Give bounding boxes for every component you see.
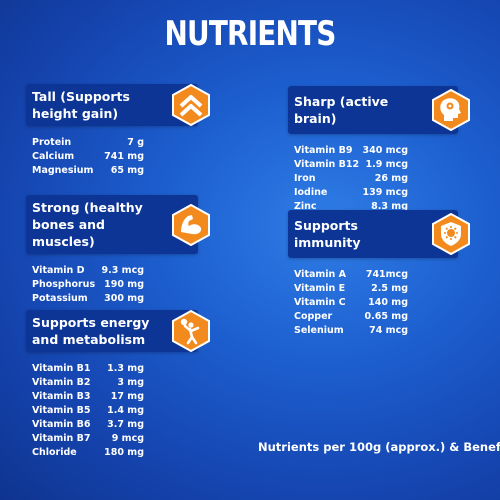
nutrient-list: Vitamin B9 340 mcg Vitamin B12 1.9 mcg Iro… [288,144,408,214]
nutrient-list: Vitamin A 741mcg Vitamin E 2.5 mg Vitamin … [288,268,408,338]
nutrient-row: Iodine 139 mcg [294,187,408,198]
player-ball-icon [172,310,210,352]
card-header: Strong (healthy bones and muscles) [26,195,210,254]
card-title: Tall (Supports height gain) [32,89,130,121]
head-brain-icon [432,89,470,131]
nutrient-row: Phosphorus 190 mg [32,279,144,290]
page-title: NUTRIENTS [164,14,337,54]
nutrient-row: Vitamin B7 9 mcg [32,433,144,444]
card-title: Sharp (active brain) [294,94,389,126]
nutrient-row: Vitamin B9 340 mcg [294,145,408,156]
nutrient-row: Vitamin B12 1.9 mcg [294,159,408,170]
immunity-shield-icon [432,213,470,255]
nutrient-row: Potassium 300 mg [32,293,144,304]
card-header: Tall (Supports height gain) [26,84,210,126]
footer-note: Nutrients per 100g (approx.) & Benefits [258,440,500,454]
card-energy: Supports energy and metabolism Vitamin B… [26,310,210,460]
nutrient-row: Vitamin B5 1.4 mg [32,405,144,416]
nutrient-row: Vitamin B1 1.3 mg [32,363,144,374]
nutrient-row: Vitamin B3 17 mg [32,391,144,402]
card-title: Supports energy and metabolism [32,315,150,347]
nutrient-row: Vitamin D 9.3 mcg [32,265,144,276]
chevron-up-icon [172,84,210,126]
nutrient-row: Copper 0.65 mg [294,311,408,322]
nutrient-row: Vitamin A 741mcg [294,269,408,280]
card-header: Sharp (active brain) [288,86,470,134]
nutrient-list: Vitamin D 9.3 mcg Phosphorus 190 mg Potass… [26,264,144,306]
card-header: Supports immunity [288,210,470,258]
nutrient-row: Selenium 74 mcg [294,325,408,336]
nutrient-row: Chloride 180 mg [32,447,144,458]
nutrient-row: Protein 7 g [32,137,144,148]
card-tall: Tall (Supports height gain) Protein 7 g C… [26,84,210,178]
flexed-arm-icon [172,203,210,246]
nutrient-row: Vitamin C 140 mg [294,297,408,308]
nutrient-row: Magnesium 65 mg [32,165,144,176]
card-title: Supports immunity [294,218,361,250]
nutrient-row: Calcium 741 mg [32,151,144,162]
nutrient-row: Vitamin B2 3 mg [32,377,144,388]
card-strong: Strong (healthy bones and muscles) Vitam… [26,195,210,306]
nutrient-row: Iron 26 mg [294,173,408,184]
card-sharp: Sharp (active brain) Vitamin B9 340 mcg V… [288,86,470,214]
card-immunity: Supports immunity Vitamin A 741mcg Vitami… [288,210,470,338]
nutrient-list: Protein 7 g Calcium 741 mg Magnesium 65 mg [26,136,144,178]
nutrient-row: Zinc 8.3 mg [294,201,408,212]
nutrient-list: Vitamin B1 1.3 mg Vitamin B2 3 mg Vitamin … [26,362,144,460]
nutrient-row: Vitamin E 2.5 mg [294,283,408,294]
card-title: Strong (healthy bones and muscles) [32,200,143,249]
card-header: Supports energy and metabolism [26,310,210,352]
nutrient-row: Vitamin B6 3.7 mg [32,419,144,430]
